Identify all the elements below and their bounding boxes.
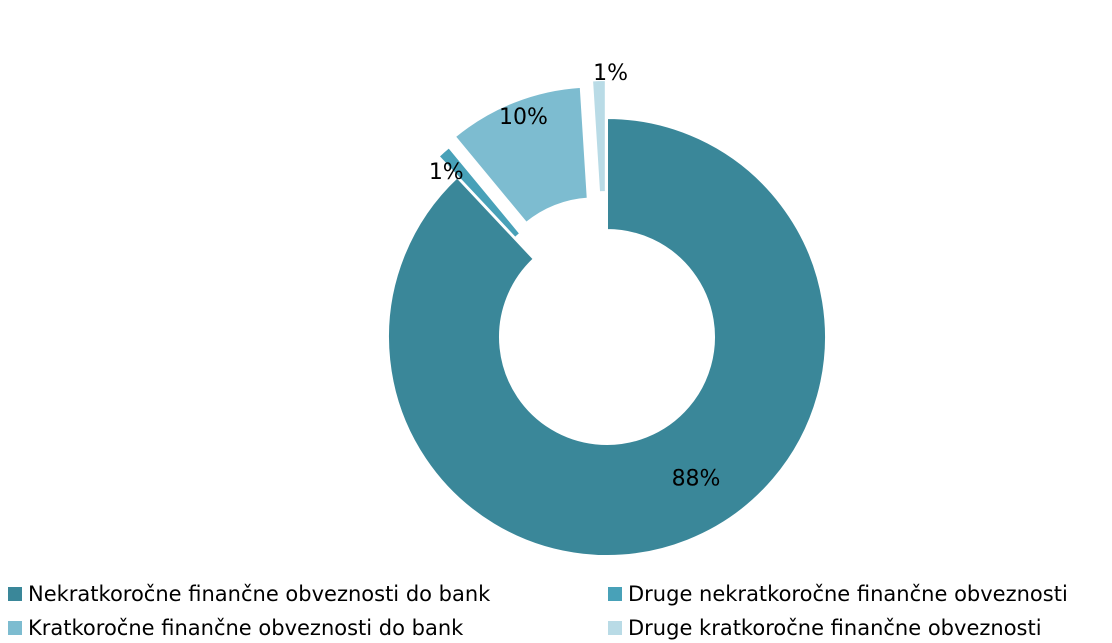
- slices-group: [387, 79, 827, 557]
- legend-swatch: [608, 621, 622, 635]
- legend-swatch: [608, 587, 622, 601]
- slice-2: [453, 85, 589, 225]
- legend-label: Druge nekratkoročne finančne obveznosti: [628, 582, 1068, 606]
- slice-label-3: 1%: [593, 61, 628, 86]
- legend-label: Nekratkoročne finančne obveznosti do ban…: [28, 582, 491, 606]
- legend-label: Druge kratkoročne finančne obveznosti: [628, 616, 1042, 640]
- slice-0: [387, 116, 827, 557]
- slice-3: [590, 79, 607, 194]
- legend-item-3: Druge kratkoročne finančne obveznosti: [608, 613, 1042, 643]
- labels-group: 88% 1% 10% 1%: [429, 61, 721, 491]
- legend-swatch: [8, 587, 22, 601]
- slice-label-2: 10%: [499, 105, 548, 130]
- slice-label-1: 1%: [429, 160, 464, 185]
- legend-item-0: Nekratkoročne finančne obveznosti do ban…: [8, 579, 490, 609]
- slice-label-0: 88%: [672, 466, 721, 491]
- legend: Nekratkoročne finančne obveznosti do ban…: [0, 577, 1112, 641]
- legend-swatch: [8, 621, 22, 635]
- donut-chart: 88% 1% 10% 1%: [387, 61, 827, 557]
- legend-item-2: Kratkoročne finančne obveznosti do bank: [8, 613, 463, 643]
- slice-1: [437, 145, 522, 240]
- legend-label: Kratkoročne finančne obveznosti do bank: [28, 616, 464, 640]
- legend-item-1: Druge nekratkoročne finančne obveznosti: [608, 579, 1068, 609]
